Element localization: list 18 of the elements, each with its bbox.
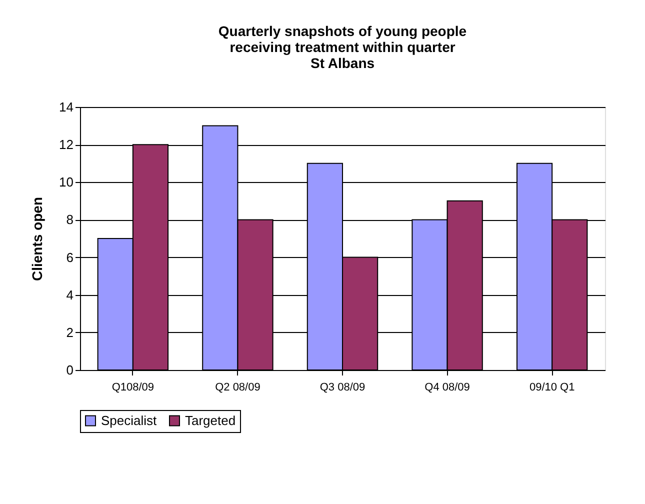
x-tick-label: 09/10 Q1 bbox=[529, 382, 575, 394]
x-tick-label: Q4 08/09 bbox=[424, 382, 470, 394]
x-tick-label: Q108/09 bbox=[112, 382, 154, 394]
y-tick-label: 8 bbox=[66, 212, 74, 228]
y-tick-label: 0 bbox=[66, 362, 74, 378]
y-axis-title: Clients open bbox=[29, 196, 46, 282]
y-tick-label: 10 bbox=[59, 174, 74, 190]
y-tick-label: 2 bbox=[66, 324, 74, 340]
y-tick-label: 4 bbox=[66, 287, 74, 302]
y-tick-label: 12 bbox=[59, 137, 74, 152]
legend-label: Targeted bbox=[185, 412, 236, 428]
x-tick-label: Q3 08/09 bbox=[320, 382, 366, 394]
x-tick-label: Q2 08/09 bbox=[215, 382, 260, 394]
chart-subtitle: St Albans bbox=[310, 55, 375, 71]
chart-title: Quarterly snapshots of young people receiving treatment within quarter bbox=[218, 23, 467, 55]
legend-label: Specialist bbox=[101, 412, 158, 428]
y-tick-label: 6 bbox=[66, 250, 74, 265]
y-tick-label: 14 bbox=[59, 100, 74, 114]
